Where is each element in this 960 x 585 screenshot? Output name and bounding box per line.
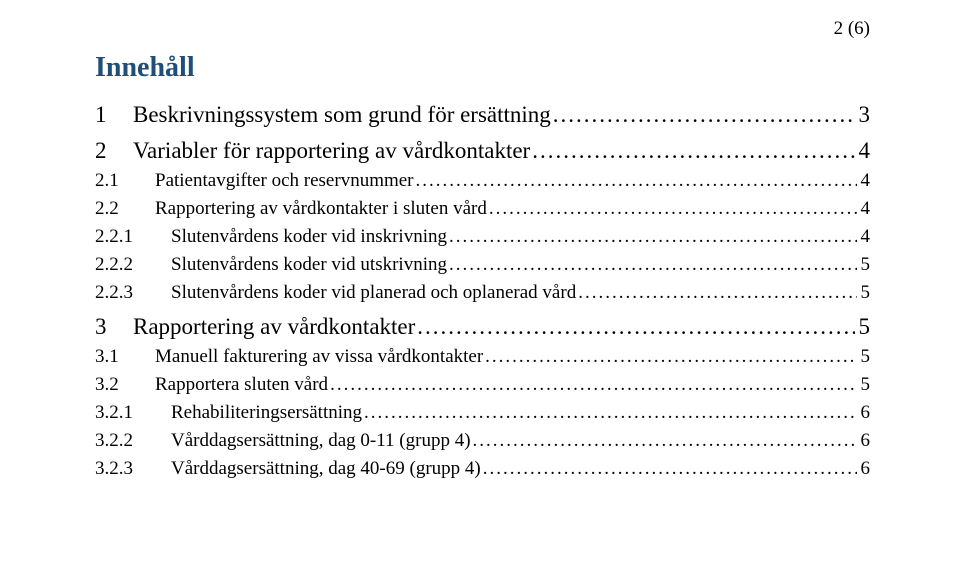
toc-entry-title: Variabler för rapportering av vårdkontak… xyxy=(133,138,532,164)
toc-entry-title: Rapportera sluten vård xyxy=(155,374,330,396)
toc-entry-title: Slutenvårdens koder vid planerad och opl… xyxy=(171,282,578,304)
toc-entry-page: 5 xyxy=(855,314,871,340)
toc-entry: 2.2.1Slutenvårdens koder vid inskrivning… xyxy=(95,226,870,248)
toc-entry-number: 2.2 xyxy=(95,198,155,220)
toc-entry-title: Rapportering av vårdkontakter i sluten v… xyxy=(155,198,489,220)
toc-entry-title: Beskrivningssystem som grund för ersättn… xyxy=(133,102,553,128)
toc-leader-dots: ........................................… xyxy=(417,314,854,340)
toc-entry-number: 3.2.2 xyxy=(95,430,171,452)
toc-leader-dots: ........................................… xyxy=(578,282,856,304)
toc-entry-page: 4 xyxy=(857,198,871,220)
toc-entry-number: 1 xyxy=(95,102,133,128)
toc-leader-dots: ........................................… xyxy=(449,254,857,276)
toc-entry-number: 2 xyxy=(95,138,133,164)
toc-entry: 1Beskrivningssystem som grund för ersätt… xyxy=(95,102,870,128)
toc-entry-page: 4 xyxy=(857,170,871,192)
toc-entry-page: 4 xyxy=(857,226,871,248)
toc-entry-number: 2.2.2 xyxy=(95,254,171,276)
toc-leader-dots: ........................................… xyxy=(330,374,856,396)
toc-entry-title: Rapportering av vårdkontakter xyxy=(133,314,417,340)
toc-entry-title: Vårddagsersättning, dag 0-11 (grupp 4) xyxy=(171,430,473,452)
toc-leader-dots: ........................................… xyxy=(489,198,857,220)
toc-leader-dots: ........................................… xyxy=(449,226,857,248)
toc-entry: 3.2Rapportera sluten vård...............… xyxy=(95,374,870,396)
toc-entry-title: Slutenvårdens koder vid utskrivning xyxy=(171,254,449,276)
toc-entry: 3.1Manuell fakturering av vissa vårdkont… xyxy=(95,346,870,368)
toc-entry: 3.2.1Rehabiliteringsersättning..........… xyxy=(95,402,870,424)
toc-entry: 3Rapportering av vårdkontakter..........… xyxy=(95,314,870,340)
toc-entry-number: 3.2.3 xyxy=(95,458,171,480)
toc-entry-number: 2.1 xyxy=(95,170,155,192)
toc-entry-page: 5 xyxy=(857,346,871,368)
toc-entry: 2.2Rapportering av vårdkontakter i slute… xyxy=(95,198,870,220)
toc-entry: 2Variabler för rapportering av vårdkonta… xyxy=(95,138,870,164)
toc-entry-page: 5 xyxy=(857,374,871,396)
toc-entry-title: Slutenvårdens koder vid inskrivning xyxy=(171,226,449,248)
toc-entry: 3.2.3Vårddagsersättning, dag 40-69 (grup… xyxy=(95,458,870,480)
toc-entry-page: 3 xyxy=(855,102,871,128)
toc-leader-dots: ........................................… xyxy=(532,138,854,164)
toc-entry-page: 5 xyxy=(857,254,871,276)
toc-entry: 2.2.2Slutenvårdens koder vid utskrivning… xyxy=(95,254,870,276)
toc-entry-title: Patientavgifter och reservnummer xyxy=(155,170,416,192)
toc-leader-dots: ........................................… xyxy=(473,430,857,452)
toc-entry-title: Manuell fakturering av vissa vårdkontakt… xyxy=(155,346,485,368)
toc-entry-title: Vårddagsersättning, dag 40-69 (grupp 4) xyxy=(171,458,483,480)
page-number: 2 (6) xyxy=(834,18,870,40)
toc-entry-page: 5 xyxy=(857,282,871,304)
toc-leader-dots: ........................................… xyxy=(553,102,855,128)
toc-leader-dots: ........................................… xyxy=(364,402,856,424)
toc-leader-dots: ........................................… xyxy=(483,458,857,480)
toc-entry-title: Rehabiliteringsersättning xyxy=(171,402,364,424)
toc-leader-dots: ........................................… xyxy=(485,346,856,368)
toc-leader-dots: ........................................… xyxy=(416,170,857,192)
toc-entry-number: 2.2.3 xyxy=(95,282,171,304)
toc-entry-number: 2.2.1 xyxy=(95,226,171,248)
toc-entry-number: 3.1 xyxy=(95,346,155,368)
toc-entry-page: 4 xyxy=(855,138,871,164)
toc-entry-number: 3 xyxy=(95,314,133,340)
document-page: 2 (6) Innehåll 1Beskrivningssystem som g… xyxy=(0,0,960,585)
toc-entry-number: 3.2 xyxy=(95,374,155,396)
toc-entry-page: 6 xyxy=(857,430,871,452)
toc-entry: 2.2.3Slutenvårdens koder vid planerad oc… xyxy=(95,282,870,304)
toc-entry-page: 6 xyxy=(857,402,871,424)
table-of-contents: 1Beskrivningssystem som grund för ersätt… xyxy=(95,102,870,480)
toc-heading: Innehåll xyxy=(95,52,870,84)
toc-entry: 2.1Patientavgifter och reservnummer.....… xyxy=(95,170,870,192)
toc-entry-number: 3.2.1 xyxy=(95,402,171,424)
toc-entry: 3.2.2Vårddagsersättning, dag 0-11 (grupp… xyxy=(95,430,870,452)
toc-entry-page: 6 xyxy=(857,458,871,480)
